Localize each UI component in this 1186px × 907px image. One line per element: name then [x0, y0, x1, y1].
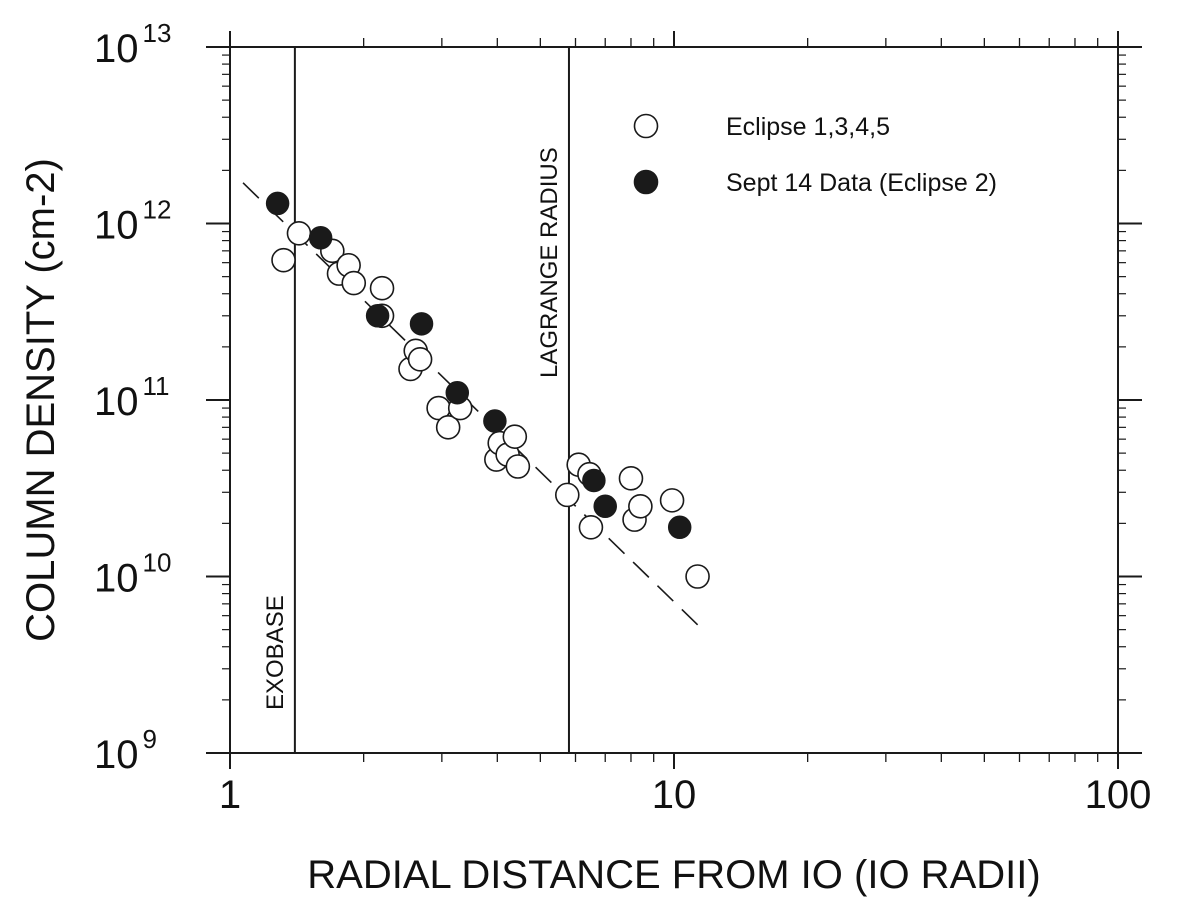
data-point-filled — [593, 494, 617, 519]
data-point-filled — [582, 468, 606, 493]
data-point-open — [618, 466, 644, 491]
data-point-filled — [445, 380, 470, 405]
data-point-filled — [308, 226, 333, 250]
y-tick-label: 10 11 — [94, 371, 170, 424]
x-tick-label: 10 — [652, 773, 697, 817]
data-point-open — [341, 270, 367, 296]
reference-lines: EXOBASE LAGRANGE RADIUS — [262, 47, 570, 753]
data-point-open — [554, 482, 580, 508]
data-point-filled — [667, 515, 692, 540]
fit-line — [242, 182, 704, 631]
exobase-label: EXOBASE — [262, 595, 289, 710]
y-axis-label: COLUMN DENSITY (cm-2) — [19, 158, 63, 642]
legend-marker — [633, 113, 659, 139]
data-point-open — [685, 564, 710, 589]
legend: Eclipse 1,3,4,5 Sept 14 Data (Eclipse 2) — [633, 113, 997, 197]
x-tick-label: 1 — [219, 773, 241, 817]
y-tick-label: 10 13 — [94, 18, 171, 71]
legend-label: Eclipse 1,3,4,5 — [726, 113, 890, 141]
data-point-filled — [265, 191, 290, 216]
x-axis-label: RADIAL DISTANCE FROM IO (IO RADII) — [307, 853, 1040, 897]
axis-ticks — [206, 31, 1142, 769]
data-point-filled — [365, 304, 390, 328]
legend-label: Sept 14 Data (Eclipse 2) — [726, 169, 997, 197]
y-tick-label: 10 12 — [94, 195, 171, 248]
data-point-filled — [483, 409, 507, 433]
x-tick-label: 100 — [1085, 773, 1152, 817]
data-point-open — [659, 488, 685, 513]
data-point-open — [502, 424, 528, 449]
data-point-open — [286, 220, 312, 246]
data-point-open — [578, 514, 604, 540]
data-point-open — [271, 247, 296, 273]
data-point-open — [505, 454, 531, 479]
data-point-open — [407, 347, 433, 372]
data-points — [265, 191, 710, 589]
y-tick-label: 10 9 — [94, 724, 157, 777]
data-point-filled — [409, 312, 434, 336]
y-tick-label: 10 10 — [94, 548, 171, 601]
data-point-open — [369, 275, 395, 301]
data-point-open — [435, 415, 461, 440]
lagrange-radius-label: LAGRANGE RADIUS — [536, 147, 563, 378]
data-point-open — [628, 493, 653, 519]
fit-line-layer — [242, 182, 704, 631]
plot-frame — [229, 46, 1119, 754]
legend-marker — [633, 169, 659, 195]
